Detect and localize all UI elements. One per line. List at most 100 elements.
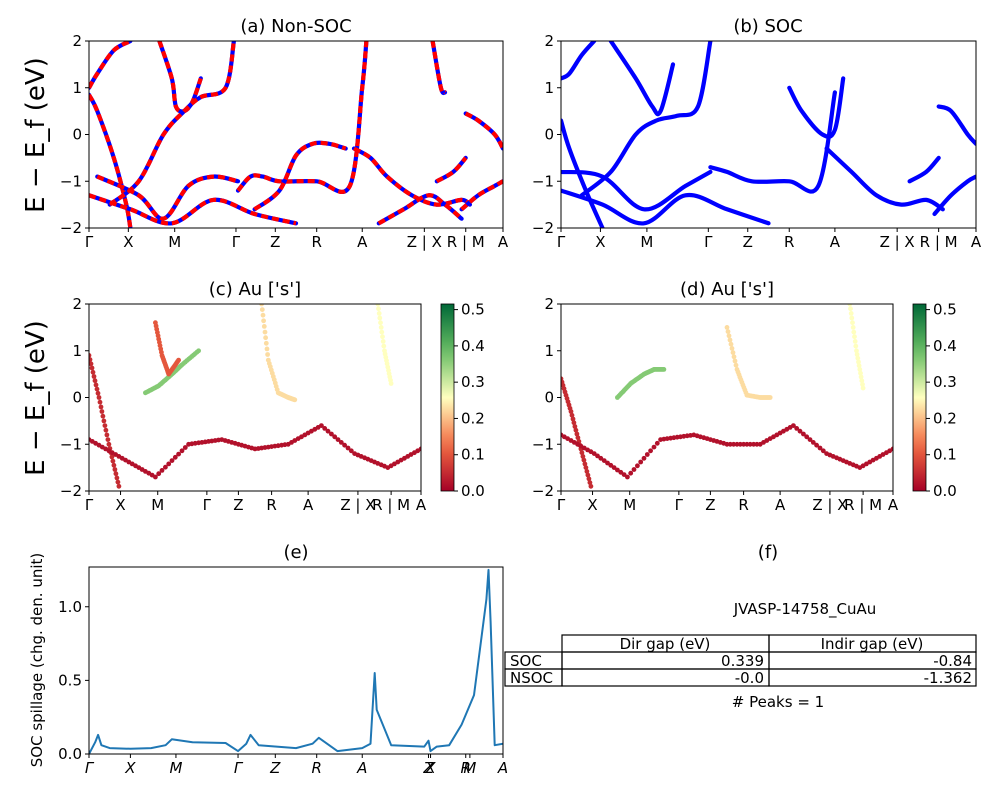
xtick-label: Z: [269, 759, 281, 777]
band-point: [89, 357, 93, 362]
band-point: [569, 412, 575, 418]
xtick-label: X: [123, 233, 133, 251]
band-point: [580, 454, 586, 459]
band-point: [319, 423, 324, 428]
colorbar-label: 0.5: [933, 301, 957, 319]
xtick-label: R | M: [844, 496, 882, 514]
band-point: [102, 423, 108, 428]
xtick-label: R: [311, 233, 321, 251]
xtick-label: R: [738, 496, 748, 514]
band-line-9: [907, 155, 941, 184]
band-point: [110, 458, 116, 464]
band-point: [95, 390, 101, 396]
band-point: [628, 470, 634, 476]
band-line-overlay-7: [253, 140, 347, 212]
band-point: [176, 357, 182, 363]
band-point: [741, 441, 746, 447]
band-point: [263, 340, 269, 346]
band-point: [114, 475, 120, 481]
panel-b-plot: [561, 41, 976, 228]
band-point: [767, 395, 773, 400]
band-point: [166, 461, 172, 467]
band-point: [101, 418, 107, 424]
ytick-label: 1: [544, 342, 554, 360]
xtick-label: Z | X: [407, 233, 442, 251]
band-point: [724, 325, 730, 330]
xtick-label: A: [497, 759, 508, 777]
band-point: [376, 311, 382, 316]
band-point: [641, 455, 647, 461]
band-point: [99, 409, 105, 414]
band-point: [329, 431, 334, 437]
band-line-overlay-5: [89, 193, 297, 226]
band-point: [379, 329, 385, 335]
band-point: [727, 337, 733, 343]
panel-c-ylabel: E − E_f (eV): [21, 320, 51, 476]
band-point: [581, 457, 587, 463]
colorbar-gradient: [912, 303, 927, 492]
band-point: [574, 431, 580, 437]
band-point: [163, 464, 168, 470]
band-point: [852, 339, 858, 344]
panel-e-frame: [88, 566, 504, 755]
ytick-label: 1: [72, 342, 82, 360]
xtick-label: X: [124, 759, 136, 777]
band-line-overlay-8: [352, 146, 472, 207]
band-point: [378, 320, 383, 326]
band-point: [259, 307, 265, 312]
panel-d-xticks: Γ X M Γ Z R A Z | XR | M A: [557, 491, 899, 514]
band-point: [380, 334, 385, 340]
band-line-11: [932, 174, 976, 217]
xtick-label: Γ: [675, 496, 684, 514]
colorbar-label: 0.1: [461, 446, 485, 464]
ytick-label: 2: [544, 295, 554, 313]
xtick-label: A: [416, 496, 427, 514]
table-row-nsoc-indir-cell: [768, 668, 977, 687]
band-line-overlay-12: [464, 111, 503, 150]
ytick-label: 0: [544, 126, 554, 144]
table-row-nsoc-dir: -0.0: [735, 669, 764, 687]
colorbar-label: 0.2: [461, 409, 485, 427]
table-col-dir-label: Dir gap (eV): [620, 635, 711, 653]
xtick-label: A: [830, 233, 841, 251]
band-point: [611, 465, 617, 470]
band-point: [817, 445, 823, 451]
ytick-label: 0.0: [58, 745, 82, 763]
band-point: [106, 441, 112, 447]
xtick-label: Γ: [85, 496, 94, 514]
band-point: [112, 467, 118, 472]
ytick-label: 2: [72, 295, 82, 313]
ytick-label: 1.0: [58, 598, 82, 616]
panel-e: (e) 1.00.50.0 Γ X M Γ Z R A ZX RM A SOC spillage …: [28, 542, 508, 777]
ytick-label: 0: [72, 389, 82, 407]
xtick-label: Γ: [85, 233, 94, 251]
band-point: [568, 409, 574, 414]
band-point: [586, 476, 592, 482]
xtick-label: M: [169, 759, 182, 777]
band-point: [890, 446, 893, 452]
band-point: [153, 474, 158, 480]
panel-d-colorbar: 0.5 0.4 0.3 0.2 0.1 0.0: [912, 301, 957, 500]
band-point: [338, 440, 344, 445]
band-point: [801, 431, 806, 437]
band-point: [265, 352, 270, 357]
band-point: [854, 348, 859, 354]
band-point: [732, 358, 738, 364]
xtick-label: M: [623, 496, 636, 514]
band-line-overlay-1: [89, 41, 132, 89]
band-point: [378, 325, 384, 330]
band-point: [261, 324, 267, 329]
table-row-nsoc-indir: -1.362: [924, 669, 972, 687]
band-point: [262, 329, 268, 335]
panel-d-title: (d) Au ['s']: [680, 279, 774, 300]
band-point: [794, 426, 800, 431]
band-point: [849, 315, 855, 321]
band-point: [381, 343, 387, 349]
xtick-label: R | M: [372, 496, 410, 514]
band-point: [260, 312, 266, 318]
band-point: [182, 445, 188, 450]
band-point: [259, 304, 264, 307]
band-point: [264, 346, 270, 352]
band-line-overlay-4: [96, 174, 239, 221]
